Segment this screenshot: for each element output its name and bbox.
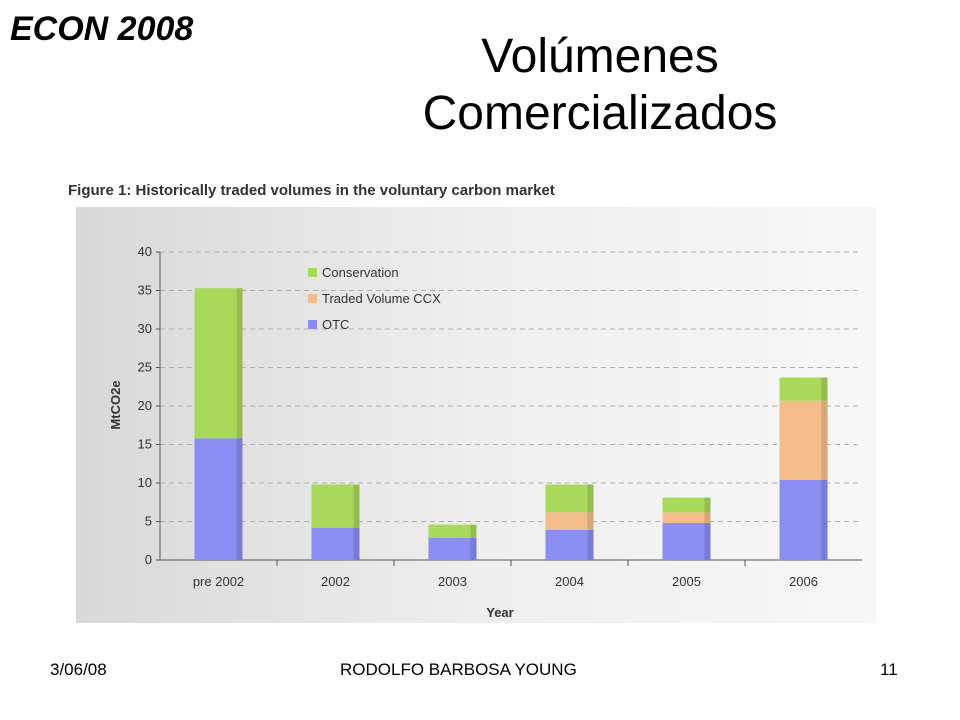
bar-segment <box>662 512 711 524</box>
y-tick-label: 15 <box>138 437 152 452</box>
y-tick-label: 30 <box>138 321 152 336</box>
bar-segment <box>545 512 594 530</box>
bar-segment <box>311 527 360 560</box>
x-tick-label: 2004 <box>555 574 584 589</box>
bar-segment <box>194 438 243 560</box>
x-tick-label: 2002 <box>321 574 350 589</box>
bar-shade <box>470 524 477 538</box>
legend-swatch <box>308 294 317 303</box>
slide-title: Volúmenes Comercializados <box>422 30 778 140</box>
footer-page-number: 11 <box>880 660 898 679</box>
y-axis-label: MtCO2e <box>108 380 123 429</box>
bar-shade <box>470 537 477 560</box>
legend-label: Traded Volume CCX <box>322 291 441 306</box>
bar-shade <box>704 512 711 524</box>
chart-title: Figure 1: Historically traded volumes in… <box>68 182 555 199</box>
x-axis-label: Year <box>486 605 513 620</box>
bar-segment <box>545 484 594 513</box>
bar-shade <box>236 288 243 439</box>
legend-swatch <box>308 268 317 277</box>
bar-shade <box>821 377 828 401</box>
x-tick-label: 2005 <box>672 574 701 589</box>
y-tick-label: 10 <box>138 475 152 490</box>
bar-shade <box>353 527 360 560</box>
bar-segment <box>428 537 477 560</box>
legend-label: Conservation <box>322 265 399 280</box>
bar-shade <box>587 512 594 530</box>
legend-label: OTC <box>322 317 349 332</box>
bar-segment <box>194 288 243 439</box>
footer-author: RODOLFO BARBOSA YOUNG <box>340 660 577 679</box>
bar-shade <box>821 400 828 480</box>
bar-shade <box>821 479 828 560</box>
bar-segment <box>545 529 594 560</box>
bar-segment <box>662 497 711 513</box>
bar-segment <box>662 523 711 560</box>
bar-shade <box>587 484 594 513</box>
x-tick-label: 2003 <box>438 574 467 589</box>
y-tick-label: 40 <box>138 244 152 259</box>
bar-segment <box>428 524 477 538</box>
bar-segment <box>311 484 360 528</box>
course-tag: ECON 2008 <box>10 10 194 48</box>
bar-shade <box>236 438 243 560</box>
bar-shade <box>704 523 711 560</box>
y-tick-label: 0 <box>145 552 152 567</box>
y-tick-label: 20 <box>138 398 152 413</box>
y-tick-label: 5 <box>145 514 152 529</box>
bar-segment <box>779 377 828 401</box>
bar-shade <box>704 497 711 513</box>
x-tick-label: 2006 <box>789 574 818 589</box>
legend-swatch <box>308 320 317 329</box>
bar-shade <box>353 484 360 528</box>
footer-date: 3/06/08 <box>50 660 107 679</box>
bar-segment <box>779 479 828 560</box>
bar-segment <box>779 400 828 480</box>
y-tick-label: 35 <box>138 283 152 298</box>
y-tick-label: 25 <box>138 360 152 375</box>
x-tick-label: pre 2002 <box>193 574 244 589</box>
bar-shade <box>587 529 594 560</box>
